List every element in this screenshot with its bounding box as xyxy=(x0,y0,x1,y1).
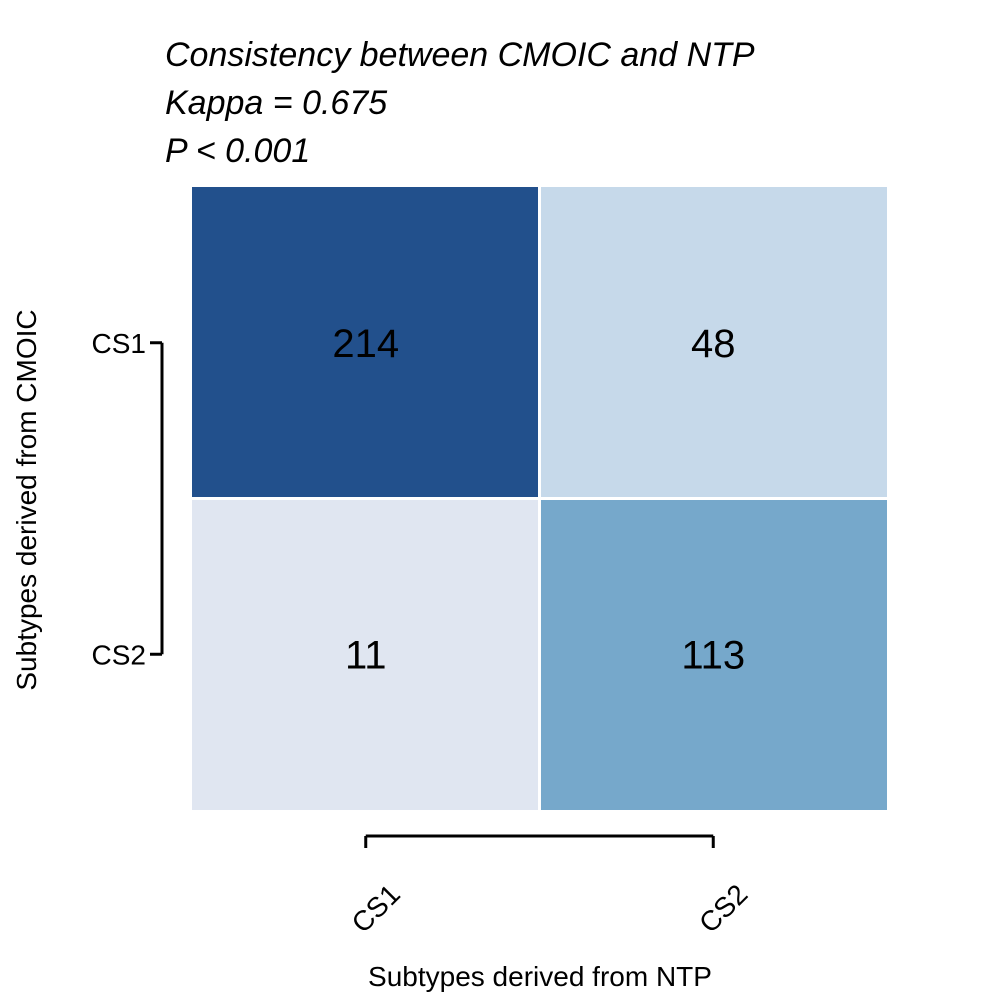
heatmap-cell-value: 214 xyxy=(332,322,399,366)
x-tick-label: CS1 xyxy=(346,878,406,938)
y-tick-label: CS1 xyxy=(92,328,146,359)
heatmap-cells: 214 48 11 113 xyxy=(192,187,887,810)
chart-title-line-3: P < 0.001 xyxy=(165,132,310,170)
heatmap-cell xyxy=(192,187,538,497)
heatmap-cell-value: 48 xyxy=(691,322,736,366)
heatmap-cell xyxy=(541,500,887,810)
x-axis: CS1 CS2 xyxy=(346,834,753,939)
chart-title-line-1: Consistency between CMOIC and NTP xyxy=(165,36,755,74)
chart-title: Consistency between CMOIC and NTP Kappa … xyxy=(165,36,755,170)
y-tick-label: CS2 xyxy=(92,639,146,670)
heatmap-cell-value: 11 xyxy=(345,633,387,677)
y-axis-title: Subtypes derived from CMOIC xyxy=(11,309,42,690)
heatmap-cell xyxy=(541,187,887,497)
heatmap-cell xyxy=(192,500,538,810)
chart-title-line-2: Kappa = 0.675 xyxy=(165,84,387,122)
x-tick-label: CS2 xyxy=(693,878,753,938)
x-axis-title: Subtypes derived from NTP xyxy=(368,961,712,992)
y-axis: CS1 CS2 xyxy=(92,328,164,670)
heatmap-cell-value: 113 xyxy=(681,633,745,677)
